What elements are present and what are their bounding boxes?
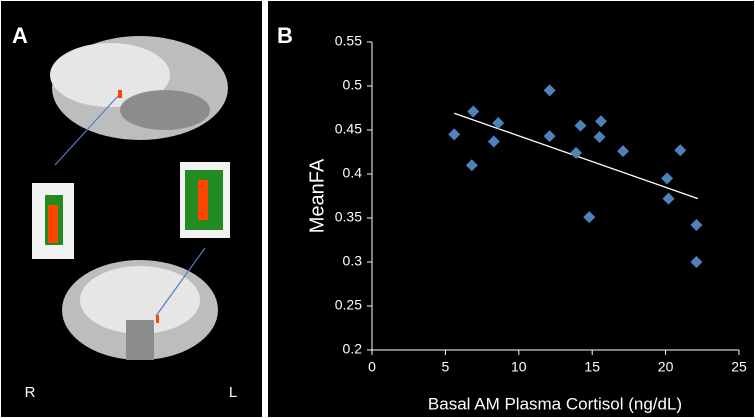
point [690,219,703,232]
point [492,116,505,129]
x-tick-label: 15 [584,359,600,375]
point [583,211,596,224]
inset-right [180,162,230,238]
coronal-brain [62,260,218,360]
panel-b [268,1,754,417]
y-tick-label: 0.45 [335,121,362,137]
point [593,131,606,144]
point [465,159,478,172]
point [543,130,556,143]
point [448,128,461,141]
x-tick-label: 5 [442,359,450,375]
y-axis-label: MeanFA [306,158,328,233]
sagittal-brain [50,36,228,140]
x-tick-label: 0 [368,359,376,375]
y-tick-label: 0.5 [343,77,363,93]
point [662,192,675,205]
panel-label: B [277,23,293,48]
point [617,145,630,158]
y-tick-label: 0.25 [335,297,362,313]
point [674,144,687,157]
y-tick-label: 0.35 [335,209,362,225]
x-tick-label: 25 [731,359,747,375]
point [661,172,674,185]
point [690,256,703,268]
x-tick-label: 20 [658,359,674,375]
y-tick-label: 0.2 [343,341,363,357]
x-tick-label: 10 [511,359,527,375]
point [570,146,583,159]
point [487,135,500,148]
point [543,84,556,97]
point [595,115,608,128]
arrow [155,247,206,317]
orientation-label: L [229,384,237,401]
point [574,119,587,132]
y-tick-label: 0.3 [343,253,363,269]
arrow [54,95,119,166]
panel-label: A [12,23,28,48]
y-tick-label: 0.4 [343,165,363,181]
y-tick-label: 0.55 [335,33,362,49]
point [467,105,480,118]
orientation-label: R [25,384,36,401]
x-axis-label: Basal AM Plasma Cortisol (ng/dL) [428,394,682,413]
inset-left [32,183,74,259]
